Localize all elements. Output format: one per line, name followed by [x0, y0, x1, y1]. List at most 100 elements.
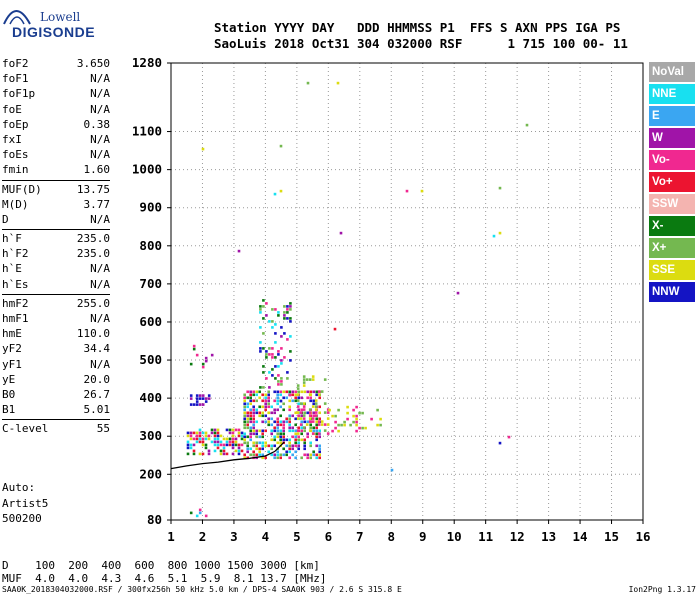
param-row: fmin 1.60: [2, 162, 110, 177]
echo-point: [297, 426, 300, 430]
param-row: hmF2 255.0: [2, 296, 110, 311]
x-tick-label: 5: [293, 529, 301, 544]
param-row: h`Es N/A: [2, 277, 110, 292]
echo-point: [192, 431, 196, 435]
echo-point: [201, 437, 205, 441]
echo-point: [282, 390, 285, 394]
param-separator: [2, 229, 110, 231]
echo-point: [267, 411, 270, 415]
echo-point: [291, 435, 294, 439]
x-axis-ticks: 1 2 3 4 5 6 7 8 9 10 11 12 13 14 15 16: [167, 520, 651, 544]
echo-point: [288, 441, 291, 445]
echo-point: [296, 432, 300, 435]
header-values: SaoLuis 2018 Oct31 304 032000 RSF 1 715 …: [214, 36, 628, 51]
echo-point: [289, 320, 292, 323]
echo-point: [331, 429, 334, 433]
echo-point: [207, 452, 211, 456]
echo-point: [273, 411, 276, 415]
echo-point: [255, 441, 258, 445]
echo-point: [262, 332, 265, 335]
echo-point: [255, 411, 258, 415]
x-tick-label: 16: [635, 529, 650, 544]
echo-point: [258, 429, 261, 433]
echo-point: [246, 441, 249, 445]
echo-point: [303, 429, 306, 433]
echo-point: [352, 420, 355, 424]
echo-point: [273, 420, 276, 424]
echo-point: [525, 123, 529, 127]
echo-point: [314, 408, 318, 411]
param-row: C-level 55: [2, 421, 110, 436]
echo-point: [283, 311, 286, 314]
echo-point: [228, 428, 232, 432]
echo-point: [243, 411, 246, 415]
echo-point: [333, 327, 337, 331]
param-row: h`F 235.0: [2, 231, 110, 246]
echo-point: [204, 397, 208, 400]
echo-point: [286, 305, 289, 308]
echo-point: [198, 431, 202, 435]
echo-point: [285, 450, 288, 454]
echo-point: [243, 393, 246, 397]
echo-point: [276, 432, 279, 436]
param-row: h`E N/A: [2, 261, 110, 276]
echo-point: [280, 383, 283, 386]
echo-point: [280, 377, 283, 380]
echo-point: [255, 390, 258, 394]
echo-point: [306, 396, 309, 400]
echo-point: [249, 447, 252, 451]
echo-point: [246, 405, 249, 409]
echo-point: [228, 440, 232, 444]
echo-point: [189, 362, 193, 366]
echo-point: [273, 435, 276, 439]
echo-point: [317, 432, 321, 435]
param-row: yF2 34.4: [2, 341, 110, 356]
param-name: fxI: [2, 132, 22, 146]
param-value: N/A: [90, 148, 110, 162]
echo-point: [318, 435, 321, 439]
echo-point: [201, 147, 205, 151]
echo-point: [258, 411, 261, 415]
echo-point: [303, 420, 306, 424]
echo-point: [246, 450, 249, 454]
echo-point: [291, 390, 294, 394]
param-name: yF1: [2, 357, 22, 371]
echo-point: [270, 423, 273, 427]
echo-point: [318, 429, 321, 433]
param-row: hmF1 N/A: [2, 311, 110, 326]
echo-point: [268, 320, 271, 323]
echo-point: [376, 423, 379, 427]
echo-point: [240, 434, 244, 438]
y-tick-label: 1280: [132, 55, 162, 70]
echo-point: [195, 514, 199, 518]
echo-point: [231, 437, 235, 441]
echo-point: [240, 449, 244, 453]
echo-point: [261, 393, 264, 397]
echo-point: [456, 291, 460, 295]
x-tick-label: 12: [510, 529, 525, 544]
echo-point: [288, 426, 291, 430]
echo-point: [231, 452, 235, 456]
echo-point: [318, 444, 321, 448]
echo-point: [282, 429, 285, 433]
param-value: N/A: [90, 102, 110, 116]
echo-point: [288, 423, 291, 427]
echo-point: [300, 438, 303, 442]
echo-point: [303, 390, 306, 394]
param-row: yF1 N/A: [2, 357, 110, 372]
echo-point: [246, 447, 249, 451]
echo-point: [195, 353, 199, 357]
echo-point: [207, 449, 211, 453]
echo-point: [379, 417, 382, 421]
param-value: 26.7: [83, 387, 111, 401]
echo-point: [349, 423, 352, 427]
echo-point: [259, 341, 262, 344]
echo-point: [213, 449, 217, 453]
echo-point: [192, 344, 196, 348]
param-row: fxI N/A: [2, 132, 110, 147]
echo-point: [294, 423, 297, 427]
echo-point: [309, 456, 312, 460]
echo-point: [420, 189, 424, 193]
echo-point: [249, 417, 252, 421]
echo-point: [216, 431, 220, 435]
